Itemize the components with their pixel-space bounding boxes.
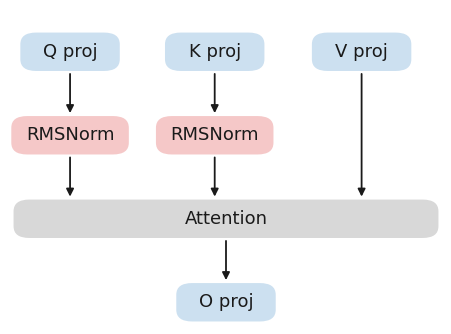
FancyBboxPatch shape (20, 32, 120, 71)
Text: K proj: K proj (188, 43, 240, 61)
Text: Attention: Attention (184, 210, 267, 228)
FancyBboxPatch shape (14, 199, 437, 238)
Text: O proj: O proj (198, 293, 253, 311)
FancyBboxPatch shape (165, 32, 264, 71)
FancyBboxPatch shape (11, 116, 129, 154)
Text: RMSNorm: RMSNorm (170, 126, 258, 144)
Text: V proj: V proj (335, 43, 387, 61)
Text: Q proj: Q proj (43, 43, 97, 61)
FancyBboxPatch shape (176, 283, 275, 321)
FancyBboxPatch shape (311, 32, 410, 71)
FancyBboxPatch shape (156, 116, 273, 154)
Text: RMSNorm: RMSNorm (26, 126, 114, 144)
